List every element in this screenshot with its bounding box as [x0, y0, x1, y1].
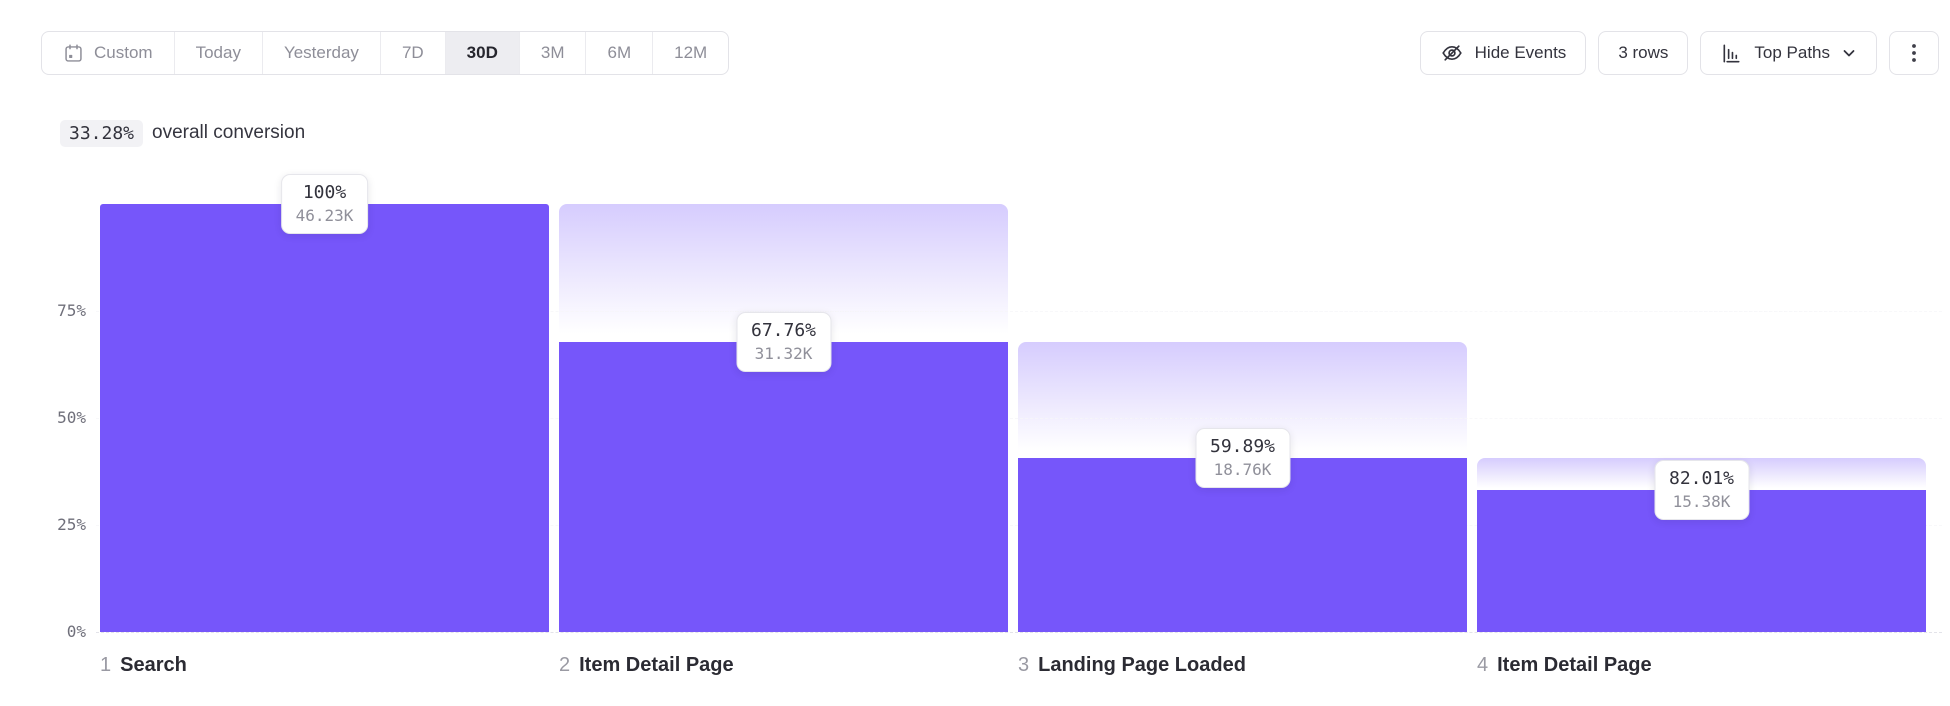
gridline-overlay-50% — [96, 418, 1942, 419]
top-paths-dropdown[interactable]: Top Paths — [1700, 31, 1877, 75]
date-range-label: Custom — [94, 43, 153, 62]
value-tooltip-step-4: 82.01% 15.38K — [1653, 459, 1750, 520]
y-axis-tick-50%: 50% — [57, 408, 86, 427]
step-label-1: 1 Search — [100, 654, 187, 677]
date-range-12m[interactable]: 12M — [653, 32, 728, 74]
conversion-percent: 67.76% — [750, 320, 817, 342]
value-tooltip-step-2: 67.76% 31.32K — [735, 312, 832, 373]
date-range-label: 12M — [674, 43, 708, 62]
more-options-button[interactable] — [1889, 31, 1939, 75]
chevron-down-icon — [1841, 45, 1857, 61]
hide-events-button[interactable]: Hide Events — [1419, 31, 1587, 75]
date-range-segmented-control: Custom Today Yesterday 7D 30D 3M 6M 12M — [41, 31, 730, 75]
step-label-2: 2 Item Detail Page — [559, 654, 734, 677]
conversion-percent: 100% — [302, 182, 347, 203]
value-tooltip-step-1: 100% 46.23K — [280, 174, 369, 234]
rows-button[interactable]: 3 rows — [1598, 31, 1689, 75]
step-label-4: 4 Item Detail Page — [1477, 654, 1652, 677]
conversion-percent: 59.89% — [1209, 436, 1276, 458]
date-range-label: 30D — [466, 43, 498, 62]
overall-conversion-label: overall conversion — [152, 122, 306, 143]
step-number: 1 — [100, 654, 112, 676]
date-range-today[interactable]: Today — [175, 32, 263, 74]
calendar-icon — [63, 43, 84, 64]
step-name: Landing Page Loaded — [1038, 654, 1246, 676]
bar-chart-icon — [1720, 42, 1743, 65]
date-range-6m[interactable]: 6M — [586, 32, 654, 74]
date-range-7d[interactable]: 7D — [381, 32, 446, 74]
funnel-bar-step-1[interactable] — [100, 204, 549, 632]
gridline-0% — [96, 632, 1942, 633]
conversion-percent: 82.01% — [1668, 467, 1735, 489]
top-paths-label: Top Paths — [1754, 43, 1830, 62]
date-range-yesterday[interactable]: Yesterday — [263, 32, 381, 74]
overall-conversion: 33.28% overall conversion — [60, 118, 305, 148]
y-axis-tick-75%: 75% — [57, 301, 86, 320]
conversion-count: 31.32K — [754, 344, 813, 364]
funnel-bar-step-2[interactable] — [559, 342, 1008, 632]
date-range-label: Yesterday — [283, 43, 359, 62]
overall-conversion-value: 33.28% — [60, 119, 144, 147]
step-name: Search — [120, 654, 187, 676]
y-axis-tick-25%: 25% — [57, 515, 86, 534]
toolbar-actions: Hide Events 3 rows Top Paths — [1419, 31, 1939, 75]
conversion-count: 18.76K — [1213, 460, 1272, 480]
y-axis-tick-0%: 0% — [66, 622, 86, 641]
conversion-count: 15.38K — [1672, 491, 1731, 511]
eye-off-icon — [1440, 41, 1464, 65]
hide-events-label: Hide Events — [1474, 43, 1567, 62]
date-range-label: 3M — [540, 43, 565, 62]
date-range-30d[interactable]: 30D — [445, 32, 520, 74]
step-number: 4 — [1477, 654, 1489, 676]
gridline-overlay-75% — [96, 311, 1942, 312]
date-range-label: 6M — [607, 43, 632, 62]
conversion-count: 46.23K — [295, 206, 354, 225]
date-range-custom[interactable]: Custom — [42, 32, 175, 74]
kebab-menu-icon — [1904, 42, 1924, 64]
step-name: Item Detail Page — [579, 654, 734, 676]
date-range-3m[interactable]: 3M — [520, 32, 587, 74]
step-number: 3 — [1018, 654, 1030, 676]
date-range-label: 7D — [401, 43, 424, 62]
step-number: 2 — [559, 654, 571, 676]
toolbar: Custom Today Yesterday 7D 30D 3M 6M 12M Hide Ev… — [0, 31, 1950, 75]
date-range-label: Today — [195, 43, 241, 62]
value-tooltip-step-3: 59.89% 18.76K — [1194, 428, 1291, 489]
step-name: Item Detail Page — [1497, 654, 1652, 676]
rows-label: 3 rows — [1618, 43, 1669, 62]
step-label-3: 3 Landing Page Loaded — [1018, 654, 1246, 677]
